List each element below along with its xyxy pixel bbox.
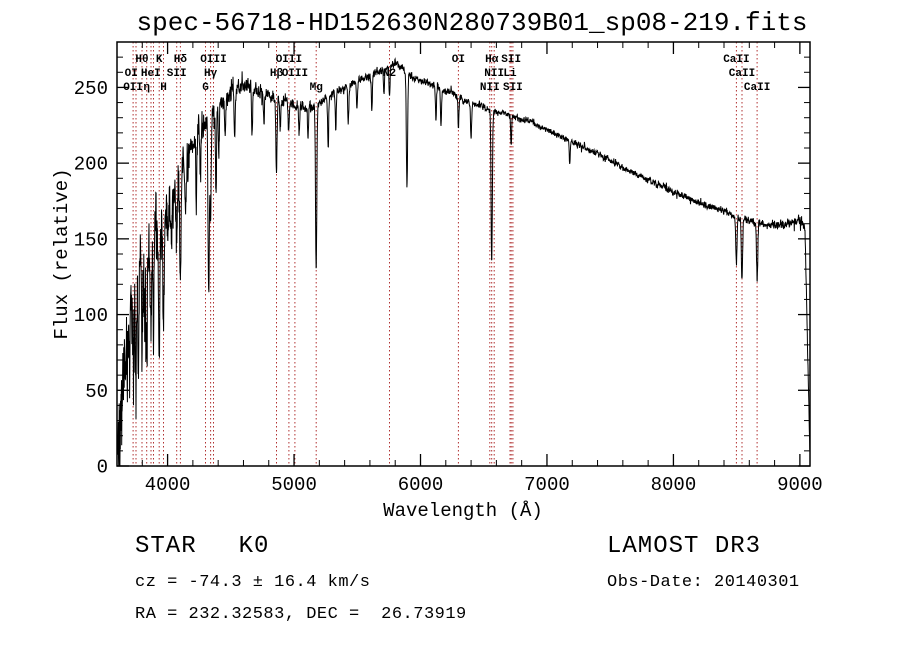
svg-text:CaII: CaII xyxy=(744,82,770,94)
cz-value: cz = -74.3 ± 16.4 km/s xyxy=(135,573,371,592)
classification-line: STAR K0 xyxy=(135,533,269,560)
svg-text:150: 150 xyxy=(74,229,108,251)
subclass-label: K0 xyxy=(238,533,270,560)
x-axis-label: Wavelength (Å) xyxy=(383,500,543,522)
svg-text:SII: SII xyxy=(167,68,187,80)
svg-text:CaII: CaII xyxy=(723,54,749,66)
svg-text:4000: 4000 xyxy=(145,474,191,496)
svg-text:Hδ: Hδ xyxy=(174,54,188,66)
obs-date: Obs-Date: 20140301 xyxy=(607,573,800,592)
svg-text:9000: 9000 xyxy=(777,474,823,496)
svg-text:6000: 6000 xyxy=(398,474,444,496)
svg-text:G: G xyxy=(202,82,209,94)
svg-text:OIII: OIII xyxy=(282,68,308,80)
svg-text:OI: OI xyxy=(125,68,138,80)
svg-text:Hβ: Hβ xyxy=(270,68,284,80)
svg-text:0: 0 xyxy=(97,457,108,479)
svg-text:50: 50 xyxy=(85,381,108,403)
svg-text:5000: 5000 xyxy=(271,474,317,496)
svg-text:Li: Li xyxy=(503,68,517,80)
svg-text:OII: OII xyxy=(123,82,143,94)
y-axis-label: Flux (relative) xyxy=(51,168,73,340)
svg-text:SII: SII xyxy=(501,54,521,66)
svg-text:Hθ: Hθ xyxy=(135,54,148,66)
svg-text:8000: 8000 xyxy=(651,474,697,496)
svg-text:N2: N2 xyxy=(383,68,396,80)
svg-text:H: H xyxy=(160,82,167,94)
svg-text:OIII: OIII xyxy=(276,54,302,66)
svg-text:HeI: HeI xyxy=(141,68,161,80)
survey-label: LAMOST DR3 xyxy=(607,533,762,560)
ra-dec: RA = 232.32583, DEC = 26.73919 xyxy=(135,605,467,624)
svg-text:7000: 7000 xyxy=(524,474,570,496)
svg-text:200: 200 xyxy=(74,154,108,176)
svg-text:250: 250 xyxy=(74,78,108,100)
svg-text:Hγ: Hγ xyxy=(204,68,218,80)
svg-text:OIII: OIII xyxy=(200,54,226,66)
svg-text:η: η xyxy=(143,82,150,94)
plot-title: spec-56718-HD152630N280739B01_sp08-219.f… xyxy=(136,8,808,38)
svg-text:Mg: Mg xyxy=(310,82,323,94)
spectrum-line xyxy=(116,57,811,467)
svg-text:NII: NII xyxy=(484,68,504,80)
svg-text:CaII: CaII xyxy=(729,68,755,80)
svg-text:NII: NII xyxy=(480,82,500,94)
svg-text:100: 100 xyxy=(74,305,108,327)
svg-text:SII: SII xyxy=(503,82,523,94)
svg-text:OI: OI xyxy=(452,54,465,66)
svg-text:Hα: Hα xyxy=(485,54,499,66)
axes: 4000 5000 6000 7000 8000 9000 0 50 100 150 200 250 xyxy=(74,41,823,496)
class-label: STAR xyxy=(135,533,197,560)
svg-text:K: K xyxy=(156,54,163,66)
